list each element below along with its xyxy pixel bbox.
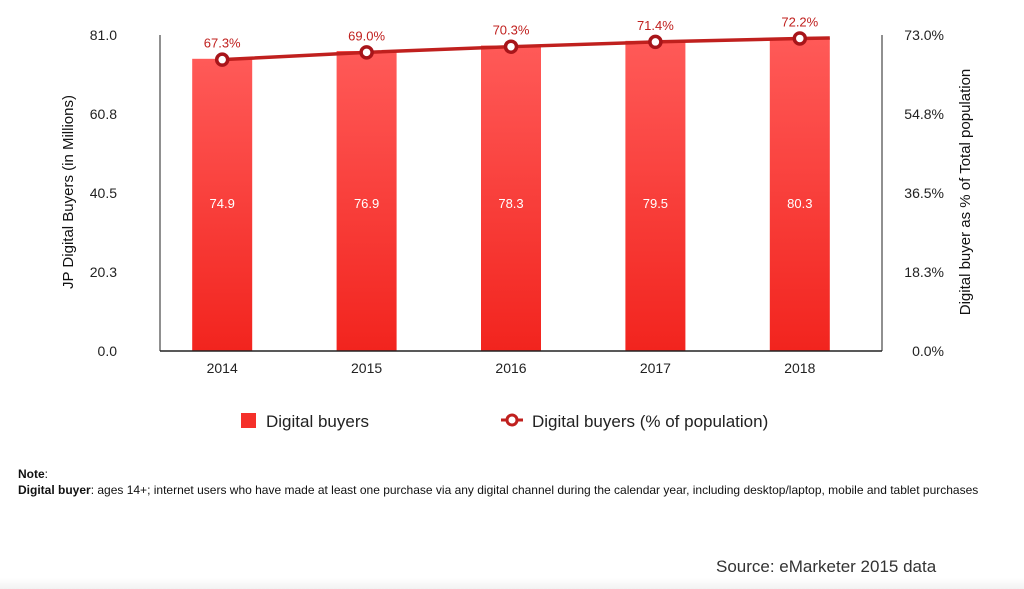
y2-tick-label: 18.3% <box>904 264 944 280</box>
line-value-label: 67.3% <box>204 36 241 51</box>
x-tick-label: 2014 <box>207 360 238 376</box>
line-value-label: 69.0% <box>348 28 385 43</box>
y-tick-label: 60.8 <box>90 106 117 122</box>
y2-tick-label: 73.0% <box>904 27 944 43</box>
line-value-label: 71.4% <box>637 18 674 33</box>
note: Note: Digital buyer: ages 14+; internet … <box>18 467 979 497</box>
footer-shade <box>0 578 1024 589</box>
y-tick-label: 81.0 <box>90 27 117 43</box>
y-tick-label: 40.5 <box>90 185 117 201</box>
bar <box>769 37 830 351</box>
line-value-label: 70.3% <box>493 23 530 38</box>
note-definition: : ages 14+; internet users who have made… <box>90 483 979 497</box>
x-tick-label: 2018 <box>784 360 815 376</box>
y2-tick-label: 36.5% <box>904 185 944 201</box>
bar-value-label: 80.3 <box>787 196 812 211</box>
note-heading: Note <box>18 467 45 481</box>
y-tick-label: 20.3 <box>90 264 117 280</box>
legend-bar-swatch <box>241 413 256 428</box>
bar-value-label: 79.5 <box>643 196 668 211</box>
y2-tick-label: 54.8% <box>904 106 944 122</box>
line-value-label: 72.2% <box>781 14 818 29</box>
note-term: Digital buyer <box>18 483 91 497</box>
x-tick-label: 2015 <box>351 360 382 376</box>
legend-line-label: Digital buyers (% of population) <box>532 412 768 431</box>
line-point <box>214 52 230 67</box>
bar <box>336 50 397 352</box>
y2-axis-title: Digital buyer as % of Total population <box>957 69 974 316</box>
y2-tick-label: 0.0% <box>912 343 944 359</box>
bar-value-label: 76.9 <box>354 196 379 211</box>
bar-value-label: 78.3 <box>498 196 523 211</box>
legend-line-marker <box>505 413 519 427</box>
legend: Digital buyers Digital buyers (% of popu… <box>241 412 768 431</box>
line-point <box>648 34 663 50</box>
legend-bar-label: Digital buyers <box>266 412 369 431</box>
bar <box>481 45 541 352</box>
bar <box>192 58 253 351</box>
x-tick-label: 2017 <box>640 360 671 376</box>
line-point <box>359 45 374 60</box>
x-tick-label: 2016 <box>495 360 526 376</box>
bar <box>625 40 686 351</box>
line-point <box>792 31 808 46</box>
bar-value-label: 74.9 <box>210 196 235 211</box>
y-axis-title: JP Digital Buyers (in Millions) <box>60 95 77 289</box>
y-tick-label: 0.0 <box>98 343 118 359</box>
source-text: Source: eMarketer 2015 data <box>716 557 937 576</box>
line-point <box>503 39 519 54</box>
